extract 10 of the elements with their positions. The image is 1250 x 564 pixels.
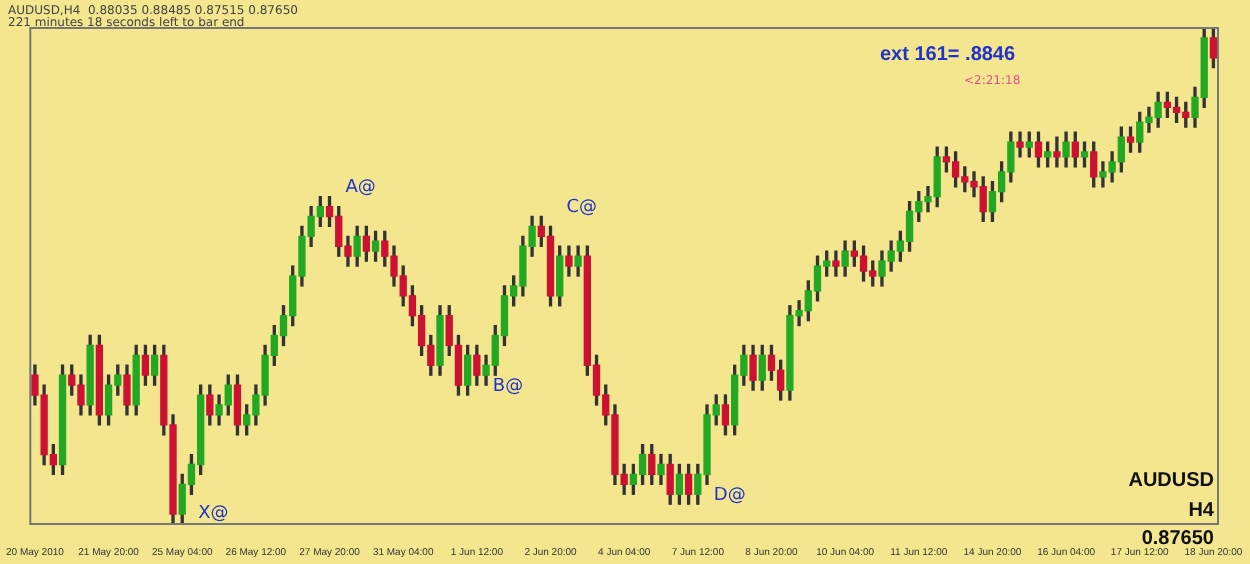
- annotation: A@: [345, 178, 376, 199]
- annotation: ext 161= .8846: [880, 44, 1016, 66]
- annotation: D@: [713, 485, 746, 506]
- annotation: B@: [492, 376, 524, 397]
- annotation: X@: [198, 503, 229, 524]
- text: 0.87650: [1141, 528, 1215, 550]
- annotation: H4: [1188, 500, 1215, 522]
- candlestick: [1053, 136, 1061, 168]
- annotation: C@: [566, 198, 598, 219]
- annotation: AUDUSD: [1128, 470, 1214, 492]
